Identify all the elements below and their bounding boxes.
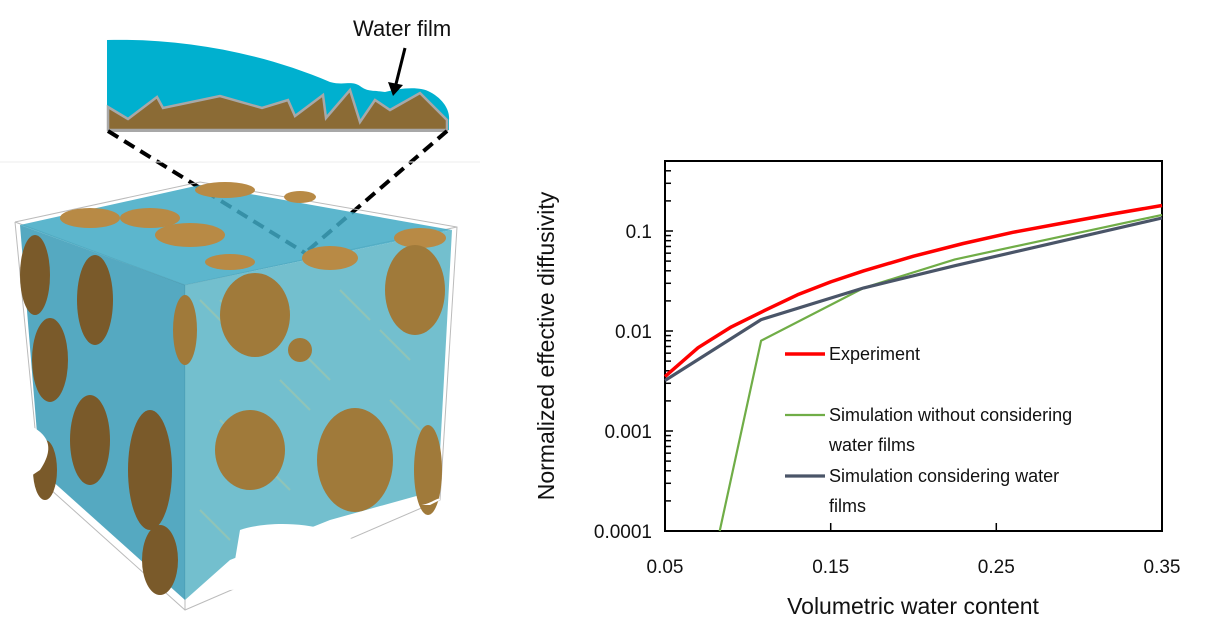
plot-area bbox=[664, 160, 1163, 532]
y-tick-0.0001: 0.0001 bbox=[594, 522, 652, 543]
legend-label-sim-without-films-line1: Simulation without considering bbox=[829, 405, 1072, 425]
x-tick-0.35: 0.35 bbox=[1144, 557, 1181, 578]
porous-cube-render bbox=[14, 181, 458, 611]
legend-label-experiment: Experiment bbox=[829, 344, 920, 364]
arrow-head-icon bbox=[388, 82, 403, 96]
y-axis-title: Normalized effective diffusivity bbox=[533, 191, 559, 500]
y-tick-0.001: 0.001 bbox=[604, 422, 652, 443]
x-tick-0.15: 0.15 bbox=[812, 557, 849, 578]
y-tick-0.01: 0.01 bbox=[615, 322, 652, 343]
water-film-label: Water film bbox=[353, 16, 451, 41]
legend: Experiment Simulation without considerin… bbox=[785, 344, 1072, 516]
x-tick-0.25: 0.25 bbox=[978, 557, 1015, 578]
x-tick-0.05: 0.05 bbox=[647, 557, 684, 578]
series-lines bbox=[663, 203, 1163, 532]
y-axis-ticks bbox=[665, 160, 673, 532]
water-film-arrow bbox=[393, 47, 407, 89]
legend-label-sim-with-films-line1: Simulation considering water bbox=[829, 466, 1059, 486]
series-experiment bbox=[663, 203, 1163, 378]
y-tick-0.1: 0.1 bbox=[626, 222, 652, 243]
diffusivity-chart: 0.1 0.01 0.001 0.0001 0.05 0.15 0.25 0.3… bbox=[533, 160, 1181, 619]
legend-label-sim-with-films-line2: films bbox=[829, 496, 866, 516]
x-axis-title: Volumetric water content bbox=[787, 593, 1039, 619]
y-tick-labels: 0.1 0.01 0.001 0.0001 bbox=[594, 222, 652, 543]
series-sim-with-films bbox=[664, 216, 1163, 382]
legend-label-sim-without-films-line2: water films bbox=[828, 435, 915, 455]
water-film-inset: Water film bbox=[106, 16, 451, 132]
solid-surface bbox=[106, 87, 449, 132]
x-tick-labels: 0.05 0.15 0.25 0.35 bbox=[647, 557, 1181, 578]
x-axis-ticks bbox=[829, 523, 998, 531]
porous-media-illustration: Water film bbox=[0, 16, 480, 611]
